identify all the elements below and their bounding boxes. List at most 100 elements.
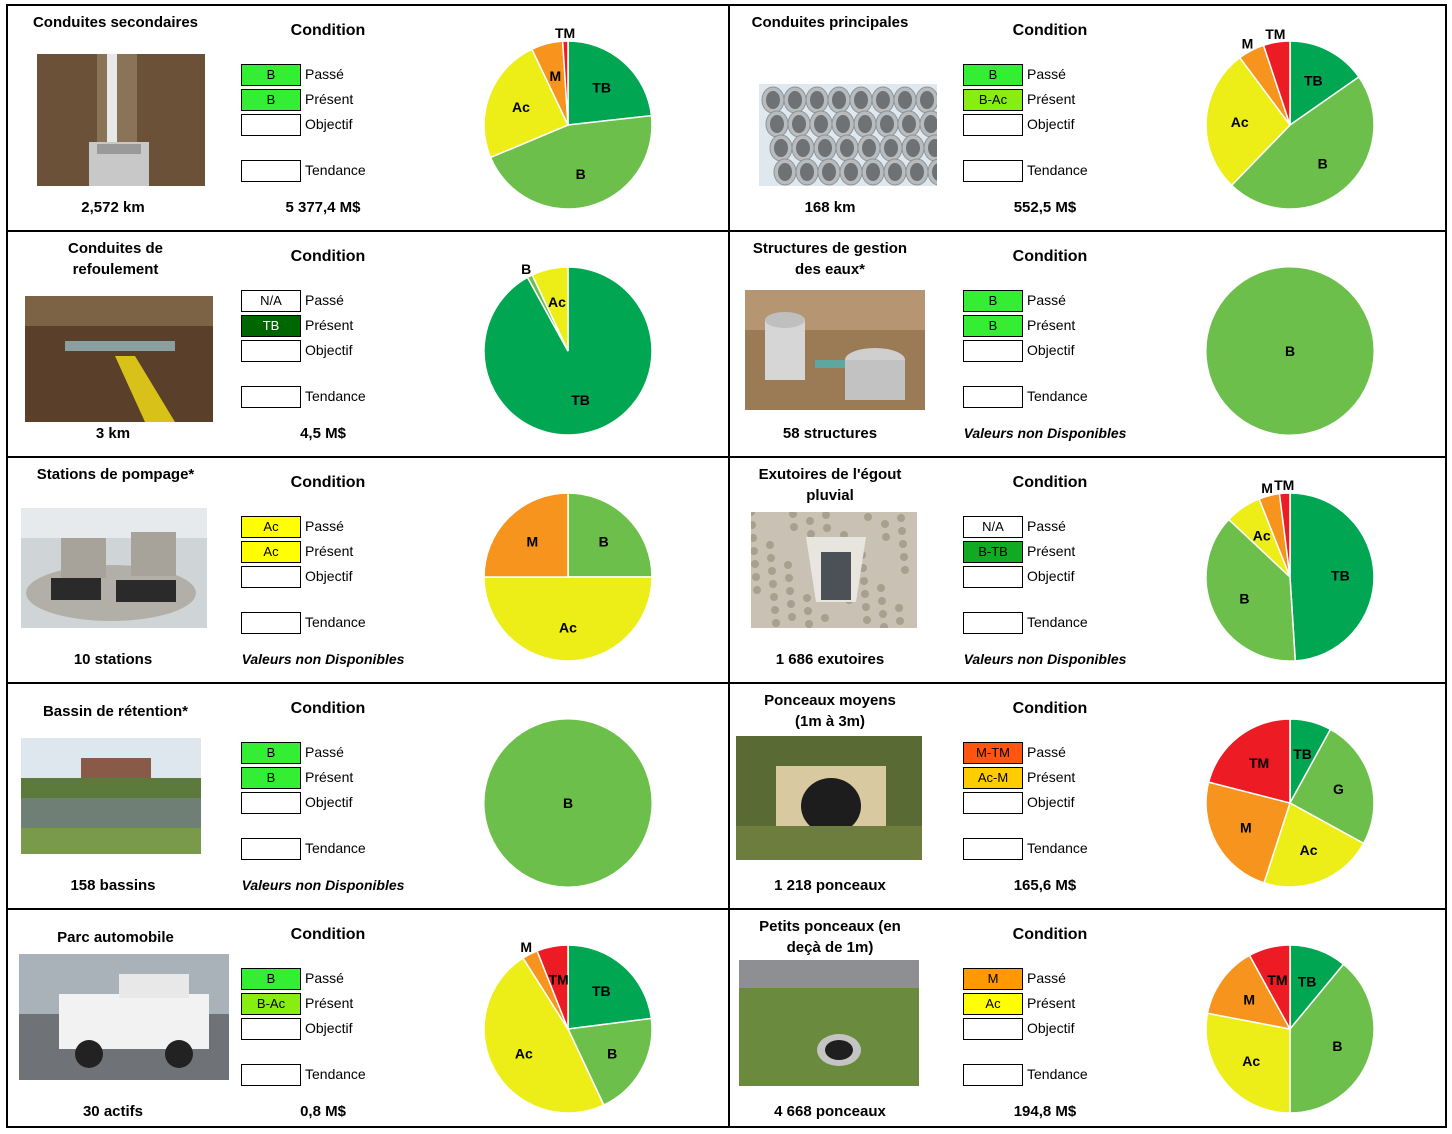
asset-title: Stations de pompage* xyxy=(36,466,195,483)
condition-heading: Condition xyxy=(290,22,366,39)
condition-box-objectif xyxy=(241,1018,301,1040)
pie-label-Ac: Ac xyxy=(559,619,577,635)
asset-photo xyxy=(759,54,937,186)
condition-label-present: Présent xyxy=(305,91,354,107)
condition-label-passe: Passé xyxy=(1027,970,1066,986)
condition-label-present: Présent xyxy=(305,995,354,1011)
asset-quantity: 4 668 ponceaux xyxy=(774,1103,886,1120)
asset-quantity: 30 actifs xyxy=(82,1103,144,1120)
asset-quantity: 10 stations xyxy=(73,651,153,668)
condition-label-objectif: Objectif xyxy=(305,568,353,584)
pie-label-B: B xyxy=(1239,590,1249,606)
condition-heading: Condition xyxy=(1012,248,1088,265)
pie-slice-TM xyxy=(536,944,569,1030)
pie-label-TB: TB xyxy=(571,392,590,408)
pie-label-TM: TM xyxy=(555,25,575,41)
condition-box-passe: M-TM xyxy=(963,742,1023,764)
pie-slice-M xyxy=(1205,781,1291,884)
pie-slice-Ac xyxy=(483,957,605,1114)
asset-value: 194,8 M$ xyxy=(1013,1103,1077,1120)
asset-photo xyxy=(739,960,919,1086)
condition-box-present: B xyxy=(241,89,301,111)
row-divider xyxy=(8,682,1445,684)
condition-box-tendance xyxy=(963,612,1023,634)
panel-conduites-refoulement: Conduites de refoulement 3 km Condition N/A… xyxy=(8,232,726,456)
pie-label-Ac: Ac xyxy=(1242,1053,1260,1069)
condition-box-tendance xyxy=(963,160,1023,182)
pie-label-Ac: Ac xyxy=(1231,114,1249,130)
condition-label-present: Présent xyxy=(1027,317,1076,333)
condition-label-present: Présent xyxy=(305,317,354,333)
condition-heading: Condition xyxy=(290,474,366,491)
pie-label-TB: TB xyxy=(1293,746,1312,762)
condition-box-present: B xyxy=(963,315,1023,337)
condition-box-present: TB xyxy=(241,315,301,337)
asset-title: Structures de gestion des eaux* xyxy=(752,240,908,278)
condition-pie-chart: B xyxy=(473,696,663,896)
asset-photo xyxy=(736,736,922,860)
condition-label-objectif: Objectif xyxy=(305,794,353,810)
condition-label-passe: Passé xyxy=(1027,744,1066,760)
pie-slice-TM xyxy=(1207,718,1291,804)
condition-label-passe: Passé xyxy=(305,66,344,82)
pie-label-Ac: Ac xyxy=(515,1045,533,1061)
condition-label-tendance: Tendance xyxy=(305,614,366,630)
asset-value: Valeurs non Disponibles xyxy=(963,425,1127,441)
pie-label-B: B xyxy=(576,166,586,182)
panel-exutoires: Exutoires de l'égout pluvial 1 686 exutoi… xyxy=(730,458,1448,682)
condition-box-tendance xyxy=(241,160,301,182)
condition-label-objectif: Objectif xyxy=(1027,116,1075,132)
pie-slice-TM xyxy=(1278,492,1291,578)
condition-heading: Condition xyxy=(1012,926,1088,943)
pie-slice-Ac xyxy=(1205,56,1291,187)
condition-box-present: B-TB xyxy=(963,541,1023,563)
pie-slice-B xyxy=(566,1017,653,1107)
condition-box-objectif xyxy=(963,792,1023,814)
pie-label-M: M xyxy=(520,939,532,955)
condition-label-objectif: Objectif xyxy=(1027,1020,1075,1036)
condition-box-passe: B xyxy=(241,64,301,86)
condition-label-objectif: Objectif xyxy=(1027,342,1075,358)
condition-pie-chart: TB G Ac M TM xyxy=(1195,696,1385,896)
condition-label-tendance: Tendance xyxy=(305,840,366,856)
condition-box-present: B xyxy=(241,767,301,789)
condition-pie-chart: B xyxy=(1195,244,1385,444)
asset-photo xyxy=(751,512,917,628)
asset-quantity: 1 686 exutoires xyxy=(775,651,885,668)
pie-label-TM: TM xyxy=(548,971,568,987)
condition-pie-chart: TB B Ac M TM xyxy=(1195,470,1385,670)
pie-label-B: B xyxy=(1285,343,1295,359)
condition-box-passe: N/A xyxy=(963,516,1023,538)
condition-label-present: Présent xyxy=(1027,995,1076,1011)
condition-label-passe: Passé xyxy=(305,292,344,308)
condition-box-tendance xyxy=(963,386,1023,408)
condition-label-present: Présent xyxy=(1027,543,1076,559)
condition-box-passe: B xyxy=(963,290,1023,312)
asset-title: Conduites de refoulement xyxy=(67,240,163,278)
pie-label-M: M xyxy=(527,533,539,549)
row-divider xyxy=(8,908,1445,910)
pie-label-TB: TB xyxy=(1331,567,1350,583)
asset-photo xyxy=(37,54,205,186)
condition-box-objectif xyxy=(963,340,1023,362)
panel-parc-automobile: Parc automobile 30 actifs Condition B Passé B… xyxy=(8,910,726,1134)
condition-label-tendance: Tendance xyxy=(305,162,366,178)
column-divider xyxy=(728,6,730,1126)
condition-label-tendance: Tendance xyxy=(1027,1066,1088,1082)
condition-box-present: Ac xyxy=(241,541,301,563)
condition-box-passe: B xyxy=(241,968,301,990)
dashboard-grid: Conduites secondaires 2,572 km Condition B P… xyxy=(6,4,1447,1128)
pie-label-TM: TM xyxy=(1267,972,1287,988)
condition-heading: Condition xyxy=(1012,22,1088,39)
condition-box-objectif xyxy=(963,114,1023,136)
pie-label-B: B xyxy=(521,261,531,277)
pie-label-TB: TB xyxy=(592,79,611,95)
condition-label-passe: Passé xyxy=(305,744,344,760)
asset-quantity: 3 km xyxy=(95,425,131,442)
condition-label-objectif: Objectif xyxy=(305,342,353,358)
condition-heading: Condition xyxy=(290,926,366,943)
pie-label-TM: TM xyxy=(1265,26,1285,42)
condition-label-present: Présent xyxy=(1027,91,1076,107)
row-divider xyxy=(8,456,1445,458)
condition-box-present: Ac xyxy=(963,993,1023,1015)
